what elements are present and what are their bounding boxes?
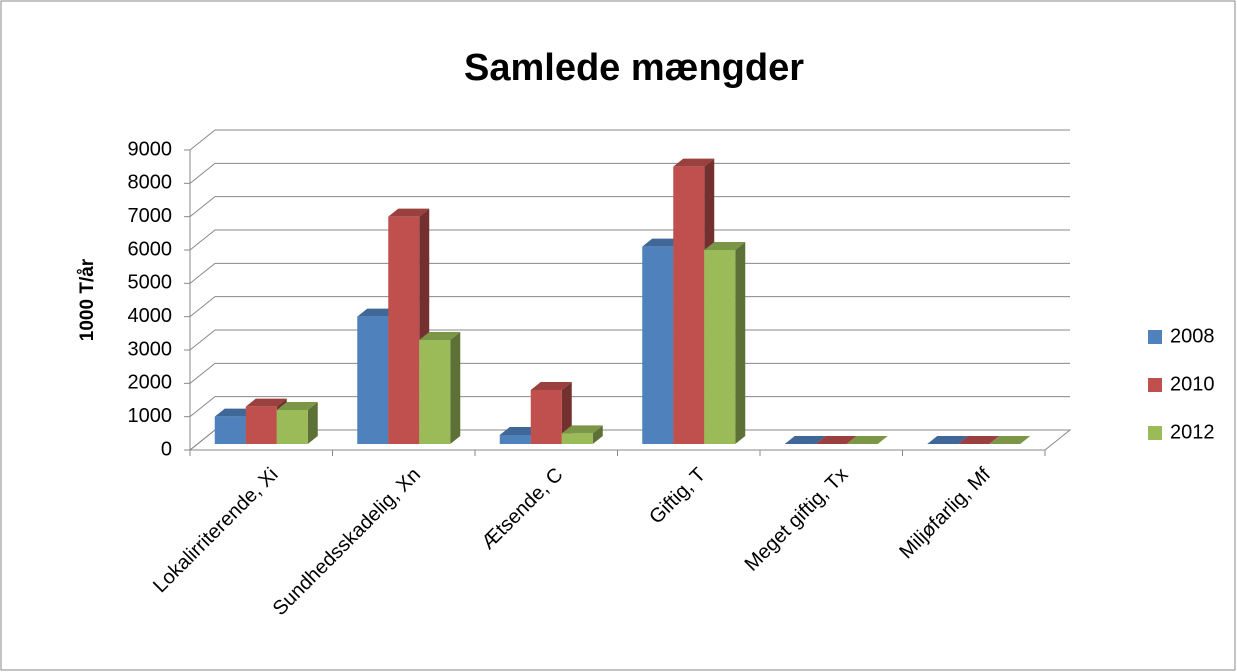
bar-top — [499, 427, 541, 435]
chart-title: Samlede mængder — [464, 47, 804, 89]
bar-front — [214, 416, 246, 444]
bar — [784, 436, 826, 444]
bar — [561, 425, 603, 444]
y-tick-label: 8000 — [128, 172, 173, 194]
bar-top — [846, 436, 888, 444]
bar-front — [673, 166, 705, 444]
grid-line — [189, 296, 1070, 318]
grid-line — [189, 196, 1070, 218]
bar-front — [276, 410, 308, 444]
bar-side — [450, 332, 461, 444]
y-tick-label: 4000 — [128, 305, 173, 327]
grid-line — [189, 229, 1070, 251]
bar — [846, 436, 888, 444]
bar-front — [704, 250, 736, 444]
legend-swatch — [1148, 378, 1162, 392]
bar-front — [419, 340, 451, 444]
bar — [927, 436, 969, 444]
bar — [276, 402, 318, 444]
legend-swatch — [1148, 426, 1162, 440]
legend-label: 2008 — [1170, 325, 1215, 347]
y-tick-label: 6000 — [128, 238, 173, 260]
bar-front — [388, 216, 420, 444]
grid-line — [189, 162, 1070, 184]
grid-line — [189, 262, 1070, 284]
bar-top — [530, 382, 572, 390]
bar-side — [735, 242, 746, 444]
bar-top — [419, 332, 461, 340]
y-tick-label: 5000 — [128, 272, 173, 294]
bar-side — [307, 402, 318, 444]
bar-front — [245, 406, 277, 444]
legend-label: 2012 — [1170, 421, 1215, 443]
bar-front — [357, 316, 389, 444]
grid-line — [189, 362, 1070, 384]
y-axis-label: 1000 T/år — [77, 258, 98, 341]
bar-top — [815, 436, 857, 444]
bar-front — [642, 246, 674, 444]
bar-top — [673, 158, 715, 167]
bar-top — [214, 408, 256, 417]
bar — [989, 436, 1031, 444]
bar — [419, 332, 461, 444]
bar-front — [499, 435, 531, 444]
grid-line — [189, 329, 1070, 351]
y-tick-label: 3000 — [128, 338, 173, 360]
bar — [815, 436, 857, 444]
bar-top — [276, 402, 318, 410]
bar-top — [704, 242, 746, 250]
grid-line — [189, 396, 1070, 418]
bar-top — [927, 436, 969, 444]
bar-top — [245, 398, 287, 407]
bar-top — [989, 436, 1031, 444]
bar-top — [388, 208, 430, 217]
bar-top — [561, 425, 603, 434]
y-tick-label: 9000 — [128, 138, 173, 160]
y-tick-label: 2000 — [128, 372, 173, 394]
legend-swatch — [1148, 330, 1162, 344]
bar — [958, 436, 1000, 444]
bar-top — [784, 436, 826, 444]
bar-front — [530, 390, 562, 444]
y-tick-label: 7000 — [128, 205, 173, 227]
bar-front — [561, 433, 593, 444]
y-tick-label: 0 — [161, 438, 172, 460]
legend-label: 2010 — [1170, 373, 1215, 395]
bar-side — [592, 425, 603, 444]
y-tick-label: 1000 — [128, 405, 173, 427]
bar-top — [958, 436, 1000, 444]
bar-top — [642, 238, 684, 247]
bar — [704, 242, 746, 444]
grid-line — [189, 129, 1070, 151]
bar-top — [357, 308, 399, 317]
